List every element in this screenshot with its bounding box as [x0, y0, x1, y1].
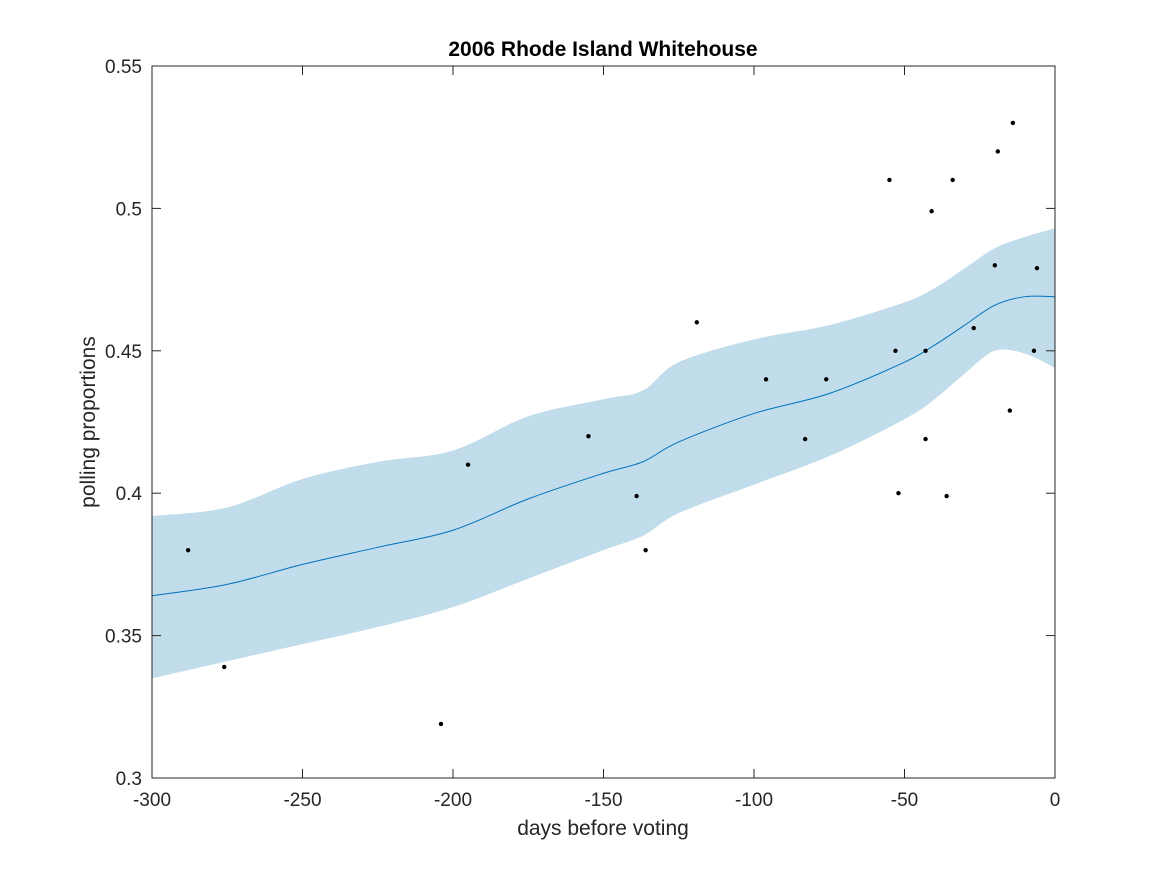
poll-point — [643, 547, 648, 553]
poll-point — [1031, 348, 1037, 353]
poll-point — [929, 209, 934, 214]
poll-point — [222, 664, 227, 670]
y-tick-label: 0.3 — [116, 769, 142, 790]
y-tick-label: 0.4 — [116, 484, 143, 505]
mean-trend-line — [151, 295, 1056, 597]
poll-point — [824, 377, 829, 382]
poll-point — [896, 491, 901, 496]
poll-point — [1010, 120, 1016, 126]
poll-point — [586, 434, 591, 439]
poll-point — [887, 177, 892, 183]
poll-point — [694, 320, 700, 325]
x-tick-label: 0 — [1050, 790, 1061, 811]
poll-point — [465, 462, 471, 467]
x-axis-ticks: -300 -250 -200 -150 -100 -50 0 — [133, 66, 1060, 811]
mean-line-layer — [151, 295, 1056, 597]
x-tick-label: -50 — [891, 790, 918, 811]
poll-point — [438, 721, 444, 727]
poll-point — [971, 325, 976, 331]
poll-point — [923, 436, 928, 442]
x-tick-label: -200 — [434, 790, 472, 811]
y-axis-ticks: 0.3 0.35 0.4 0.45 0.5 0.55 — [105, 57, 1055, 790]
poll-point — [893, 348, 898, 353]
poll-point — [923, 348, 928, 353]
poll-point — [634, 493, 639, 499]
x-tick-label: -150 — [584, 790, 622, 811]
scatter-points-layer — [185, 120, 1040, 727]
y-axis-label: polling proportions — [77, 336, 100, 508]
y-tick-label: 0.5 — [116, 199, 142, 220]
poll-point — [763, 377, 769, 382]
poll-point — [1007, 408, 1013, 413]
poll-point — [802, 436, 808, 442]
x-tick-label: -100 — [735, 790, 773, 811]
y-tick-label: 0.45 — [105, 342, 142, 363]
poll-point — [185, 547, 191, 553]
chart-title: 2006 Rhode Island Whitehouse — [448, 38, 757, 61]
poll-point — [944, 493, 949, 499]
poll-point — [995, 149, 1001, 154]
poll-point — [950, 177, 955, 183]
x-tick-label: -300 — [133, 790, 171, 811]
confidence-band-layer — [152, 228, 1055, 679]
confidence-band — [152, 228, 1055, 679]
x-tick-label: -250 — [283, 790, 321, 811]
y-tick-label: 0.55 — [105, 57, 142, 78]
y-tick-label: 0.35 — [105, 627, 142, 648]
x-axis-label: days before voting — [517, 817, 689, 840]
poll-point — [1034, 266, 1040, 271]
poll-point — [992, 263, 997, 268]
